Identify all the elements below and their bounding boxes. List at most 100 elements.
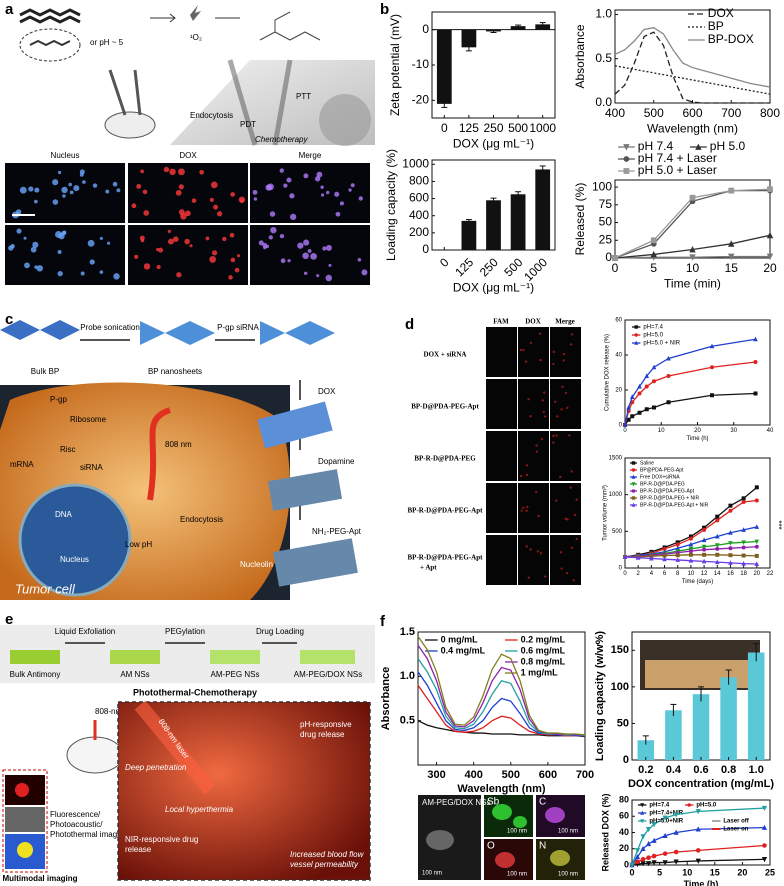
bar [637,740,655,760]
cell-dot [279,233,285,239]
cell-dot [286,177,292,183]
bar [535,24,551,30]
cell-dot [561,385,564,388]
cell-dot [320,193,325,197]
y-tick-label: 0 [422,22,429,36]
cell-dot [236,254,241,258]
marker [741,527,746,532]
marker [754,553,759,558]
cell-dot [178,209,185,216]
cell-dot [573,513,577,517]
cell-dot [57,170,62,175]
x-axis-label: Wavelength (nm) [647,122,738,136]
marker [646,855,651,860]
cell-dot [107,241,111,245]
step-label: Drug Loading [256,627,304,636]
x-tick-label: 600 [682,106,702,120]
marker [652,405,656,410]
y-tick-label: -10 [412,57,430,71]
y-tick-label: 0.5 [400,715,415,727]
cell-dot [230,192,236,197]
cell-dot [140,169,144,174]
marker [666,355,671,361]
inset-label: pH-responsive [300,720,352,729]
cell-dot [524,360,528,363]
cell-dot [322,246,327,251]
y-tick-label: -20 [412,93,430,107]
laser-beam [134,700,216,795]
marker [728,240,735,247]
bulk-bp [0,320,80,340]
marker [714,533,720,539]
legend-label: Laser on [723,827,748,833]
cell-dot [143,210,150,216]
cell-dot [570,333,574,336]
marker [640,819,645,824]
x-tick-label: 40 [767,428,774,434]
cell-dot [536,550,540,553]
cell-dot [155,247,160,252]
cell-dot [560,567,563,570]
legend-label: BP-R-D@PDA-PEG [640,481,685,487]
cell-dot [326,190,330,195]
micrograph [486,431,517,481]
imaging-label: Photoacoustic/ [50,820,103,829]
y-tick-label: 100 [592,179,612,193]
marker [741,545,746,550]
marker [634,848,641,854]
y-tick-label: 25 [599,232,613,246]
series-line [624,361,756,426]
cell-label: Low pH [125,540,152,549]
marker [640,803,645,808]
cell-dot [320,185,324,189]
cell-dot [559,551,563,554]
cell-dot [529,548,532,551]
cell-dot [176,272,182,278]
legend-label: pH=7.4 [649,803,670,809]
cell-dot [325,274,333,282]
cell-dot [185,210,191,217]
cell-dot [28,186,34,192]
marker [701,544,707,550]
marker [701,537,707,543]
cell-dot [339,201,344,206]
cell-dot [169,168,176,176]
cell-dot [303,173,309,179]
x-tick-label: 15 [710,867,720,877]
bar [720,677,737,760]
particle [545,807,565,823]
marker [640,834,646,840]
x-tick-label: 0 [441,121,448,135]
plot-frame [624,457,771,569]
x-tick-label: 300 [427,769,445,781]
material-label: Bulk Antimony [10,670,61,679]
marker [673,812,679,818]
cell-dot [52,199,59,205]
bulk-antimony [10,650,60,664]
scheme-text: Chemotherapy [255,135,308,144]
legend-label: pH 7.4 + Laser [638,151,717,165]
plot-frame [614,9,771,104]
cell-dot [267,183,274,191]
marker [689,254,696,261]
cell-dot [99,270,104,274]
panel-label: e [5,611,13,628]
column-label: Merge [299,151,322,160]
legend-label: 1 mg/mL [521,667,559,677]
x-tick-label: 5 [657,867,662,877]
cell-dot [32,241,39,248]
cell-dot [163,166,170,173]
marker [715,514,720,519]
bar [535,169,551,250]
x-tick-label: 1000 [529,121,556,135]
micrograph [486,379,517,429]
marker [666,400,671,405]
scale-bar: 100 nm [558,829,578,835]
micrograph [128,225,248,285]
cell-dot [290,213,297,220]
x-tick-label: 4 [650,571,654,577]
marker [695,848,701,853]
cell-dot [82,180,86,184]
arrow [150,13,240,23]
